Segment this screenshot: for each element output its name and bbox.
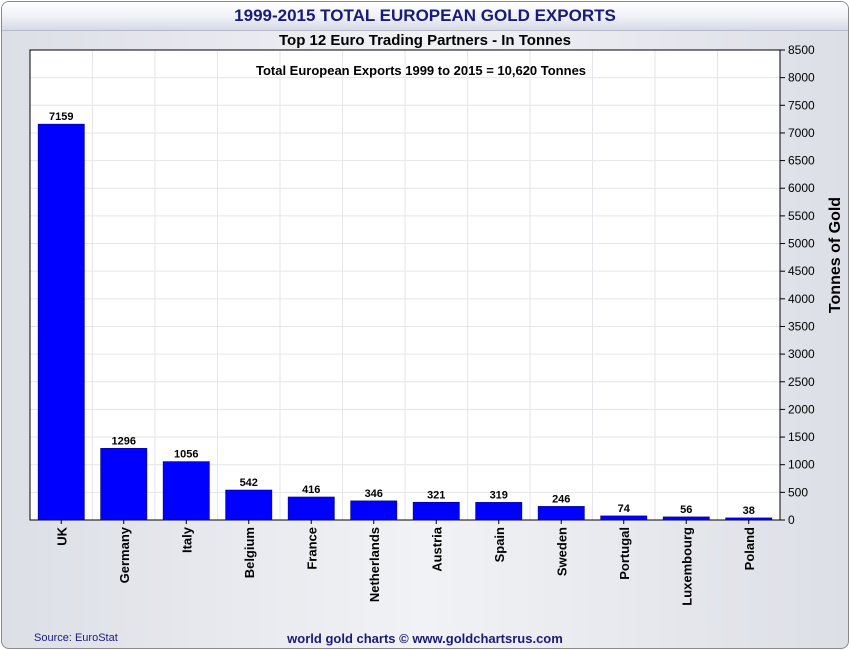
chart-subtitle: Top 12 Euro Trading Partners - In Tonnes	[279, 32, 571, 49]
x-tick-label: Belgium	[242, 527, 257, 578]
credit-line: world gold charts © www.goldchartsrus.co…	[287, 631, 563, 646]
x-tick-label: Italy	[179, 526, 194, 553]
y-axis-label: Tonnes of Gold	[827, 197, 844, 313]
x-tick-label: Netherlands	[367, 527, 382, 602]
x-tick-label: Austria	[429, 526, 444, 572]
bar	[350, 500, 398, 521]
y-tick-label: 6000	[788, 181, 815, 195]
bar	[475, 502, 523, 521]
title-bar: 1999-2015 TOTAL EUROPEAN GOLD EXPORTS	[2, 2, 848, 31]
data-label: 246	[552, 493, 570, 505]
y-tick-label: 5500	[788, 209, 815, 223]
data-label: 7159	[49, 111, 73, 123]
data-label: 74	[618, 503, 631, 515]
bar	[162, 461, 210, 521]
chart-annotation: Total European Exports 1999 to 2015 = 10…	[256, 63, 586, 78]
x-tick-label: France	[304, 527, 319, 570]
y-tick-label: 2000	[788, 402, 815, 416]
y-tick-label: 1500	[788, 430, 815, 444]
y-tick-label: 8500	[788, 43, 815, 57]
data-label: 416	[302, 484, 320, 496]
y-tick-label: 3500	[788, 319, 815, 333]
y-tick-label: 2500	[788, 375, 815, 389]
y-tick-label: 5000	[788, 237, 815, 251]
bar	[537, 506, 585, 521]
data-label: 38	[743, 505, 755, 517]
y-tick-label: 1000	[788, 458, 815, 472]
x-tick-label: Sweden	[554, 527, 569, 576]
data-label: 1056	[174, 449, 198, 461]
x-tick-label: UK	[54, 526, 69, 545]
y-tick-label: 500	[788, 485, 808, 499]
y-tick-label: 8000	[788, 71, 815, 85]
data-label: 56	[680, 504, 692, 516]
bar	[225, 489, 273, 521]
bar	[662, 516, 710, 521]
source-note: Source: EuroStat	[34, 632, 118, 644]
data-label: 542	[240, 477, 258, 489]
x-tick-label: Spain	[492, 527, 507, 562]
x-tick-label: Portugal	[617, 527, 632, 580]
y-tick-label: 4500	[788, 264, 815, 278]
bar	[412, 501, 460, 521]
data-label: 321	[427, 489, 445, 501]
y-tick-label: 6500	[788, 154, 815, 168]
x-tick-label: Poland	[742, 527, 757, 570]
plot-border	[29, 49, 781, 521]
data-label: 319	[490, 489, 508, 501]
data-label: 346	[365, 488, 383, 500]
y-tick-label: 7000	[788, 126, 815, 140]
x-tick-label: Luxembourg	[679, 527, 694, 606]
y-tick-label: 3000	[788, 347, 815, 361]
chart-title: 1999-2015 TOTAL EUROPEAN GOLD EXPORTS	[234, 6, 616, 25]
bar	[100, 448, 148, 521]
x-tick-label: Germany	[117, 526, 132, 583]
bar	[37, 123, 85, 521]
bar	[287, 496, 335, 521]
bar	[725, 517, 773, 521]
y-tick-label: 0	[788, 513, 795, 527]
data-label: 1296	[112, 435, 136, 447]
bar	[600, 515, 648, 521]
y-tick-label: 7500	[788, 98, 815, 112]
y-tick-label: 4000	[788, 292, 815, 306]
